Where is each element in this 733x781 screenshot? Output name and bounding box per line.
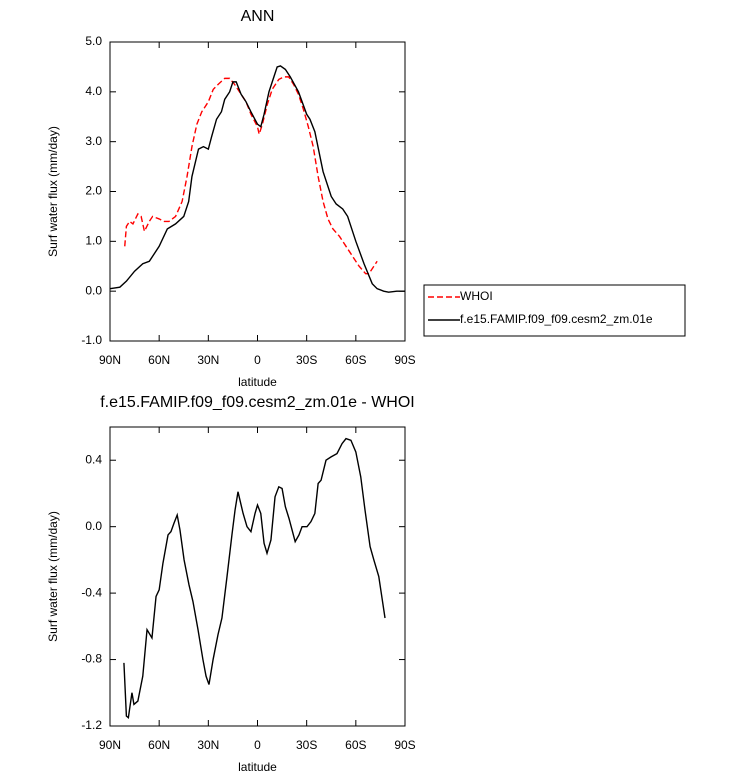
y-tick-label: 2.0 <box>85 184 102 198</box>
y-tick-label: 1.0 <box>85 234 102 248</box>
chart-title: f.e15.FAMIP.f09_f09.cesm2_zm.01e - WHOI <box>100 394 415 411</box>
x-tick-label: 90N <box>99 353 121 367</box>
y-tick-label: 5.0 <box>85 34 102 48</box>
x-tick-label: 60N <box>148 738 170 752</box>
data-line <box>124 76 378 275</box>
legend-box <box>423 284 686 337</box>
plot-frame <box>109 41 406 342</box>
y-tick-label: -0.4 <box>81 585 102 599</box>
plot-frame <box>109 426 406 727</box>
x-tick-label: 90S <box>394 738 415 752</box>
chart-title: ANN <box>241 8 275 25</box>
y-tick-label: -1.0 <box>81 333 102 347</box>
x-tick-label: 0 <box>254 738 261 752</box>
y-tick-label: 0.0 <box>85 283 102 297</box>
x-tick-label: 30N <box>197 353 219 367</box>
y-axis-label: Surf water flux (mm/day) <box>46 126 60 257</box>
legend-label: f.e15.FAMIP.f09_f09.cesm2_zm.01e <box>460 312 653 326</box>
x-tick-label: 60S <box>345 353 366 367</box>
x-axis-label: latitude <box>238 375 277 389</box>
x-axis-label: latitude <box>238 760 277 774</box>
x-tick-label: 90N <box>99 738 121 752</box>
y-axis-label: Surf water flux (mm/day) <box>46 511 60 642</box>
y-tick-label: 0.4 <box>85 452 102 466</box>
y-tick-label: -0.8 <box>81 652 102 666</box>
y-tick-label: -1.2 <box>81 718 102 732</box>
x-tick-label: 60S <box>345 738 366 752</box>
x-tick-label: 90S <box>394 353 415 367</box>
y-tick-label: 3.0 <box>85 134 102 148</box>
y-tick-label: 4.0 <box>85 84 102 98</box>
x-tick-label: 60N <box>148 353 170 367</box>
data-line <box>123 437 386 720</box>
data-line <box>109 65 405 293</box>
x-tick-label: 30N <box>197 738 219 752</box>
legend-label: WHOI <box>460 289 493 303</box>
x-tick-label: 0 <box>254 353 261 367</box>
x-tick-label: 30S <box>296 353 317 367</box>
y-tick-label: 0.0 <box>85 519 102 533</box>
x-tick-label: 30S <box>296 738 317 752</box>
